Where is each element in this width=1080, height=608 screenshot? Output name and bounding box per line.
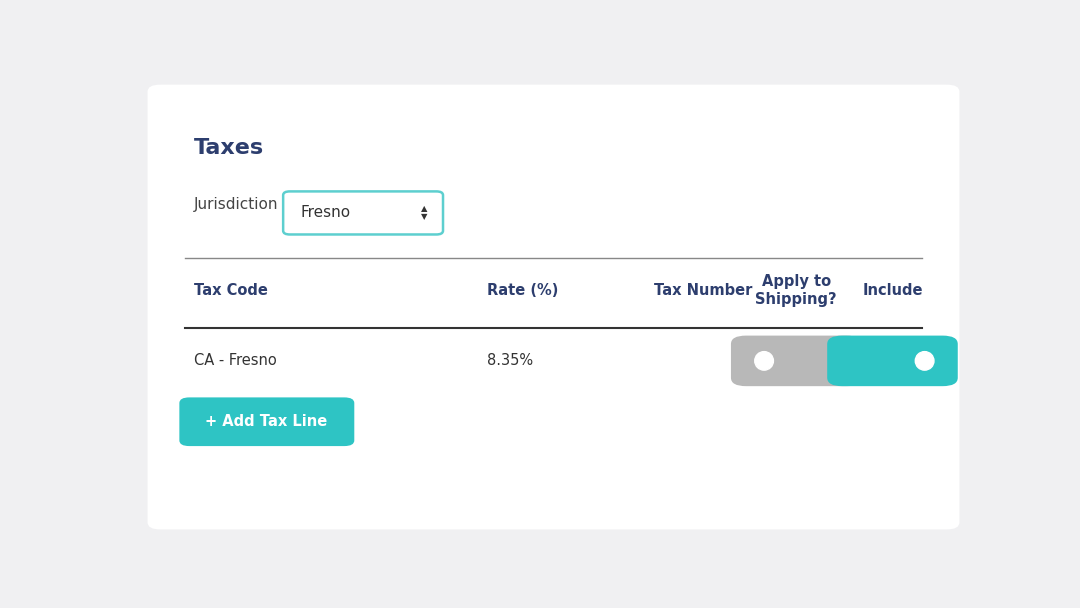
Ellipse shape [755,351,773,370]
Text: Include: Include [862,283,922,298]
Text: CA - Fresno: CA - Fresno [193,353,276,368]
FancyBboxPatch shape [283,192,443,235]
Text: ▲: ▲ [420,204,427,213]
Text: ▼: ▼ [420,212,427,221]
Ellipse shape [915,351,934,370]
Text: Tax Code: Tax Code [193,283,268,298]
FancyBboxPatch shape [827,336,958,386]
FancyBboxPatch shape [148,85,959,530]
FancyBboxPatch shape [179,398,354,446]
Text: + Add Tax Line: + Add Tax Line [205,414,327,429]
Text: Tax Number: Tax Number [653,283,753,298]
FancyBboxPatch shape [731,336,862,386]
Text: 8.35%: 8.35% [486,353,532,368]
Text: Rate (%): Rate (%) [486,283,558,298]
Text: Taxes: Taxes [193,138,264,158]
Text: Fresno: Fresno [300,206,351,221]
Text: Jurisdiction: Jurisdiction [193,196,278,212]
Text: Apply to
Shipping?: Apply to Shipping? [755,274,837,308]
